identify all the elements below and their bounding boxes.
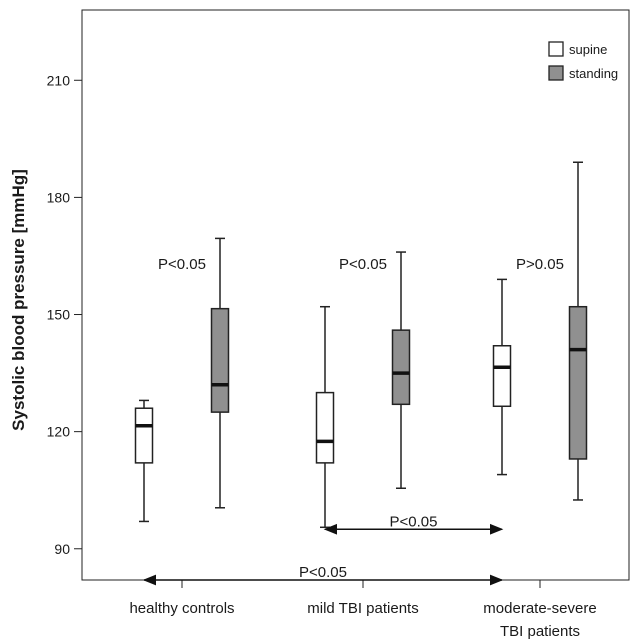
comparison-label: P<0.05: [299, 564, 347, 581]
y-tick-label: 120: [47, 424, 71, 440]
box-standing-2: [568, 161, 588, 501]
x-category-label-line: mild TBI patients: [307, 600, 418, 617]
legend-label-supine: supine: [569, 42, 607, 57]
y-axis: 90 120 150 180 210: [47, 72, 82, 557]
legend-label-standing: standing: [569, 66, 618, 81]
x-category-label: mild TBI patients: [307, 600, 418, 617]
y-axis-label: Systolic blood pressure [mmHg]: [9, 169, 28, 431]
legend: supine standing: [548, 41, 618, 81]
box-supine-0: [134, 399, 154, 523]
box-iqr: [391, 329, 411, 406]
y-tick-label: 90: [54, 541, 70, 557]
box-iqr: [492, 345, 512, 408]
box-supine-2: [492, 278, 512, 476]
box-series-group: [134, 161, 588, 529]
y-tick-label: 180: [47, 189, 71, 205]
p-value-label: P<0.05: [158, 256, 206, 273]
plot-frame: [81, 9, 630, 581]
x-category-label-line: moderate-severe: [483, 600, 596, 617]
plot-area-border: [81, 9, 630, 581]
box-iqr: [134, 407, 154, 464]
legend-swatch-supine: [548, 41, 564, 57]
legend-swatch-standing: [548, 65, 564, 81]
p-value-label: P>0.05: [516, 256, 564, 273]
y-tick-label: 210: [47, 72, 71, 88]
x-category-label: healthy controls: [129, 600, 234, 617]
x-axis: healthy controls mild TBI patients moderat…: [129, 580, 597, 640]
p-value-label: P<0.05: [339, 256, 387, 273]
box-standing-1: [391, 251, 411, 490]
box-iqr: [315, 391, 335, 464]
x-category-label-line: healthy controls: [129, 600, 234, 617]
box-iqr: [210, 307, 230, 413]
box-iqr: [568, 305, 588, 460]
box-standing-0: [210, 237, 230, 509]
x-category-label-line: TBI patients: [500, 623, 580, 640]
box-supine-1: [315, 305, 335, 529]
y-tick-label: 150: [47, 307, 71, 323]
comparison-label: P<0.05: [390, 513, 438, 530]
x-category-label: moderate-severe TBI patients: [483, 600, 596, 640]
annotation-group: P<0.05 P<0.05 P>0.05 P<0.05 P<0.05: [142, 256, 564, 586]
